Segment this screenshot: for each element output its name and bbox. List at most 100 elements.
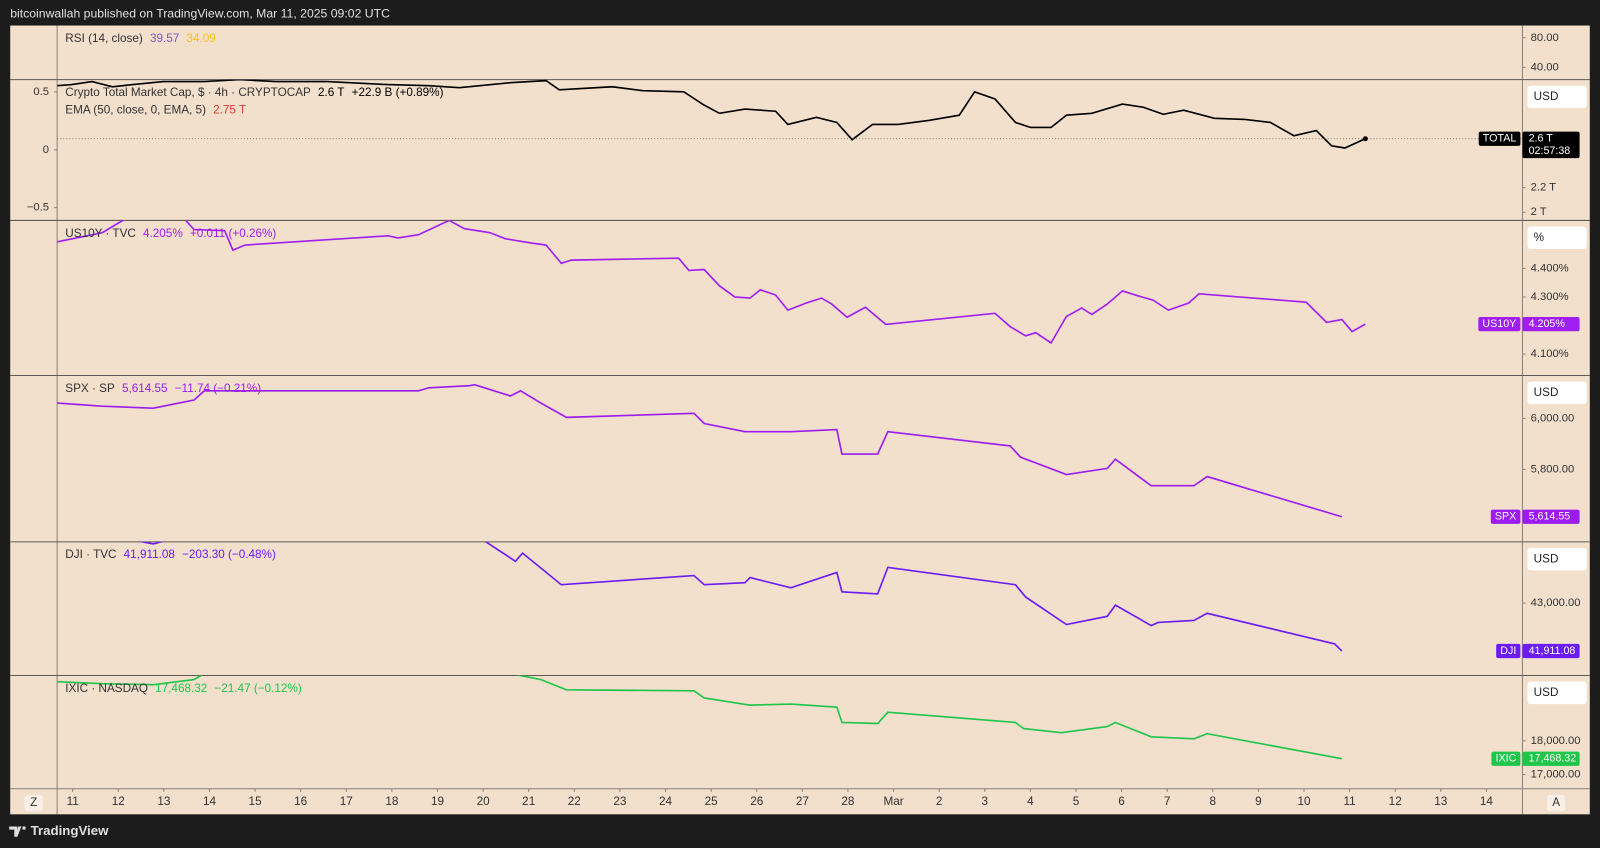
unit-box-label: USD: [1534, 552, 1559, 565]
series-tag: [1496, 643, 1521, 659]
unit-box: [1527, 381, 1587, 405]
y-tick-label: 4.400%: [1531, 262, 1569, 274]
series-value-tag: [1522, 751, 1580, 766]
x-tick-label: 10: [1297, 795, 1311, 808]
series-tag: [1478, 131, 1521, 146]
x-tick-label: 28: [841, 795, 855, 808]
x-tick-label: 6: [1118, 795, 1125, 808]
x-tick-label: 16: [294, 795, 307, 808]
x-tick-label: 24: [659, 795, 673, 808]
x-tick-label: 11: [67, 795, 79, 808]
button-label[interactable]: Z: [30, 796, 37, 809]
x-tick-label: 22: [568, 795, 581, 808]
series-tag-name: TOTAL: [1483, 133, 1517, 145]
series-line: [138, 541, 1343, 652]
series-tag: [1478, 316, 1521, 332]
legend-reading: +22.9 B (+0.89%): [352, 86, 444, 99]
x-tick-label: 14: [1480, 795, 1494, 808]
legend-reading: 41,911.08: [124, 548, 176, 561]
x-tick-label: 9: [1255, 795, 1262, 808]
brand-name: TradingView: [31, 823, 109, 838]
x-tick-label: 12: [112, 795, 125, 808]
unit-box-label: USD: [1534, 386, 1559, 399]
y-tick-label: 80.00: [1531, 32, 1559, 44]
legend-reading: 39.57: [150, 32, 179, 45]
x-tick-label: 13: [157, 795, 170, 808]
x-tick-label: 3: [981, 795, 988, 808]
last-point: [1362, 136, 1368, 142]
x-tick-label: 13: [1434, 795, 1447, 808]
series-value-tag: [1522, 509, 1580, 524]
series-tag-name: US10Y: [1482, 318, 1516, 330]
series-tag: [1490, 509, 1521, 524]
series-value-label: 5,614.55: [1529, 511, 1571, 523]
legend-reading: −21.47 (−0.12%): [214, 682, 301, 695]
legend-reading: 34.09: [186, 32, 215, 45]
unit-box: [1527, 226, 1587, 249]
legend-title: SPX · SP: [65, 382, 115, 395]
series-tag: [1491, 751, 1521, 766]
legend-reading: 4.205%: [143, 227, 183, 240]
series-line: [57, 383, 1343, 518]
unit-box-label: USD: [1534, 90, 1559, 103]
x-tick-label: 12: [1389, 795, 1402, 808]
x-tick-label: 18: [385, 795, 399, 808]
button[interactable]: [24, 794, 43, 812]
x-tick-label: 15: [249, 795, 263, 808]
series-tag-name: IXIC: [1495, 753, 1516, 765]
countdown: 02:57:38: [1529, 145, 1571, 157]
x-tick-label: 17: [340, 795, 353, 808]
button[interactable]: [1546, 794, 1566, 812]
x-tick-label: 14: [203, 795, 217, 808]
unit-box: [1527, 85, 1587, 109]
series-value-label: 4.205%: [1529, 318, 1566, 330]
x-tick-label: 4: [1027, 795, 1034, 808]
unit-box: [1527, 681, 1587, 705]
unit-box: [1527, 547, 1587, 571]
x-tick-label: 8: [1210, 795, 1217, 808]
legend-reading: 17,468.32: [155, 682, 207, 695]
y-tick-label: 5,800.00: [1531, 463, 1575, 475]
x-tick-label: 20: [477, 795, 491, 808]
x-tick-label: 26: [750, 795, 763, 808]
series-value-tag: [1522, 643, 1580, 659]
legend-title: EMA (50, close, 0, EMA, 5): [65, 103, 206, 116]
legend-reading: +0.011 (+0.26%): [190, 227, 277, 240]
y-tick-label: 4.300%: [1531, 291, 1569, 303]
legend-reading: 2.6 T: [318, 86, 345, 99]
x-tick-label: 21: [522, 795, 535, 808]
series-value-label: 2.6 T: [1529, 133, 1554, 145]
series-tag-name: SPX: [1495, 511, 1516, 523]
legend-reading: −11.74 (−0.21%): [175, 382, 262, 395]
legend-reading: 5,614.55: [122, 382, 168, 395]
x-tick-label: Mar: [883, 795, 903, 808]
x-tick-label: 23: [613, 795, 626, 808]
series-value-tag: [1522, 131, 1580, 159]
brand-logo: [9, 826, 26, 837]
x-tick-label: 2: [936, 795, 943, 808]
series-tag-name: DJI: [1500, 645, 1516, 657]
y-tick-label: 6,000.00: [1531, 412, 1575, 424]
chart-area: [10, 25, 1590, 815]
legend-title: IXIC · NASDAQ: [65, 682, 148, 695]
x-tick-label: 19: [431, 795, 444, 808]
x-tick-label: 25: [705, 795, 719, 808]
legend-title: Crypto Total Market Cap, $ · 4h · CRYPTO…: [65, 86, 311, 99]
legend-reading: −203.30 (−0.48%): [182, 548, 276, 561]
publisher-line: bitcoinwallah published on TradingView.c…: [10, 7, 390, 21]
button-label[interactable]: A: [1552, 796, 1560, 809]
legend-reading: 2.75 T: [213, 103, 246, 116]
y-tick-label: 17,000.00: [1531, 768, 1581, 780]
y2-tick-label: −0.5: [27, 202, 49, 214]
series-value-tag: [1522, 316, 1580, 332]
x-tick-label: 7: [1164, 795, 1171, 808]
y-tick-label: 2 T: [1531, 206, 1547, 218]
x-tick-label: 11: [1344, 795, 1356, 808]
series-line: [57, 220, 1366, 345]
y2-tick-label: 0: [43, 144, 49, 156]
legend-title: RSI (14, close): [65, 32, 143, 45]
legend-title: DJI · TVC: [65, 548, 117, 561]
unit-box-label: USD: [1534, 686, 1559, 699]
